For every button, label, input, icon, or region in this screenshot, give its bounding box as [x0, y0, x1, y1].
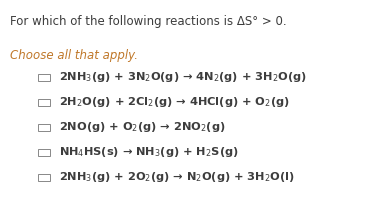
Text: 2NH$_3$(g) + 3N$_2$O(g) → 4N$_2$(g) + 3H$_2$O(g): 2NH$_3$(g) + 3N$_2$O(g) → 4N$_2$(g) + 3H… [59, 70, 307, 84]
FancyBboxPatch shape [38, 99, 50, 106]
Text: Choose all that apply.: Choose all that apply. [10, 49, 138, 62]
FancyBboxPatch shape [38, 174, 50, 181]
Text: 2H$_2$O(g) + 2Cl$_2$(g) → 4HCl(g) + O$_2$(g): 2H$_2$O(g) + 2Cl$_2$(g) → 4HCl(g) + O$_2… [59, 95, 290, 109]
Text: NH$_4$HS(s) → NH$_3$(g) + H$_2$S(g): NH$_4$HS(s) → NH$_3$(g) + H$_2$S(g) [59, 145, 239, 159]
FancyBboxPatch shape [38, 74, 50, 81]
Text: 2NH$_3$(g) + 2O$_2$(g) → N$_2$O(g) + 3H$_2$O(l): 2NH$_3$(g) + 2O$_2$(g) → N$_2$O(g) + 3H$… [59, 170, 295, 184]
Text: 2NO(g) + O$_2$(g) → 2NO$_2$(g): 2NO(g) + O$_2$(g) → 2NO$_2$(g) [59, 120, 226, 134]
FancyBboxPatch shape [38, 149, 50, 156]
Text: For which of the following reactions is ΔS° > 0.: For which of the following reactions is … [10, 15, 286, 28]
FancyBboxPatch shape [38, 124, 50, 131]
